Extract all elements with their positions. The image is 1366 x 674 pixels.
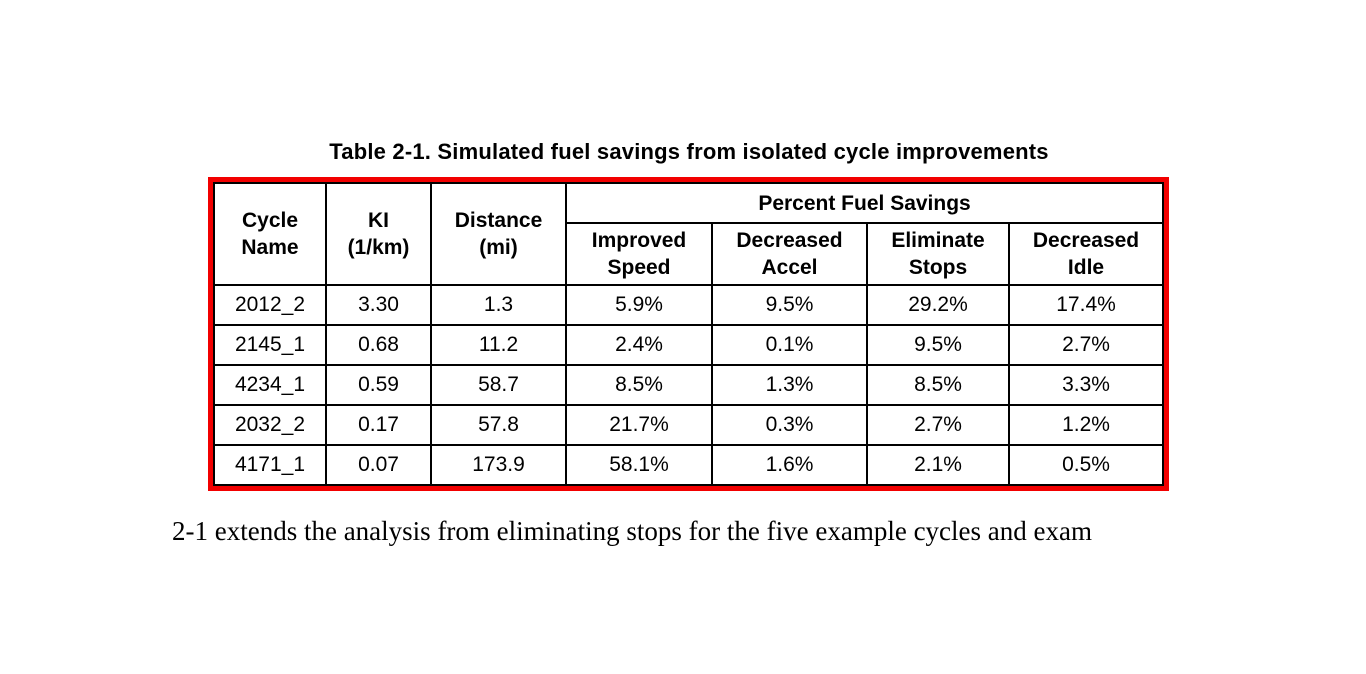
cell-eliminate-stops: 2.7% — [866, 404, 1010, 446]
header-eliminate-stops: Eliminate Stops — [866, 222, 1010, 286]
cell-distance: 173.9 — [430, 444, 567, 486]
cell-ki: 0.68 — [325, 324, 432, 366]
cell-cycle-name: 2145_1 — [213, 324, 327, 366]
table-caption: Table 2-1. Simulated fuel savings from i… — [329, 139, 1049, 164]
table-row-2145_1: 2145_1 0.68 11.2 2.4% 0.1% 9.5% 2.7% — [213, 324, 1165, 366]
body-paragraph-text: 2-1 extends the analysis from eliminatin… — [172, 516, 1092, 546]
cell-cycle-name: 2012_2 — [213, 284, 327, 326]
cell-cycle-name: 4171_1 — [213, 444, 327, 486]
cell-decreased-idle: 2.7% — [1007, 324, 1165, 366]
header-row-group: Cycle Name KI (1/km) Distance (mi) Perce… — [213, 182, 1165, 286]
cell-improved-speed: 2.4% — [565, 324, 713, 366]
cell-improved-speed: 21.7% — [565, 404, 713, 446]
cell-decreased-accel: 9.5% — [711, 284, 868, 326]
cell-decreased-idle: 17.4% — [1007, 284, 1165, 326]
cell-ki: 0.07 — [325, 444, 432, 486]
cell-decreased-idle: 0.5% — [1007, 444, 1165, 486]
table-row-4171_1: 4171_1 0.07 173.9 58.1% 1.6% 2.1% 0.5% — [213, 444, 1165, 486]
cell-ki: 3.30 — [325, 284, 432, 326]
header-percent-fuel-savings: Percent Fuel Savings — [564, 182, 1165, 224]
cell-decreased-accel: 0.3% — [711, 404, 868, 446]
fuel-savings-table: Cycle Name KI (1/km) Distance (mi) Perce… — [213, 182, 1165, 486]
table-row-2012_2: 2012_2 3.30 1.3 5.9% 9.5% 29.2% 17.4% — [213, 284, 1165, 326]
header-decreased-idle: Decreased Idle — [1007, 222, 1165, 286]
cell-decreased-idle: 3.3% — [1007, 364, 1165, 406]
table-highlight-frame: Cycle Name KI (1/km) Distance (mi) Perce… — [208, 177, 1170, 491]
cell-distance: 11.2 — [430, 324, 567, 366]
cell-decreased-idle: 1.2% — [1007, 404, 1165, 446]
cell-decreased-accel: 0.1% — [711, 324, 868, 366]
table-row-2032_2: 2032_2 0.17 57.8 21.7% 0.3% 2.7% 1.2% — [213, 404, 1165, 446]
header-ki: KI (1/km) — [325, 182, 432, 286]
header-cycle-name: Cycle Name — [213, 182, 327, 286]
cell-distance: 57.8 — [430, 404, 567, 446]
cell-distance: 1.3 — [430, 284, 567, 326]
cell-ki: 0.17 — [325, 404, 432, 446]
cell-eliminate-stops: 8.5% — [866, 364, 1010, 406]
cell-decreased-accel: 1.3% — [711, 364, 868, 406]
cell-eliminate-stops: 29.2% — [866, 284, 1010, 326]
cell-cycle-name: 4234_1 — [213, 364, 327, 406]
header-row-subcolumns: Improved Speed Decreased Accel Eliminate… — [214, 222, 1165, 286]
header-decreased-accel: Decreased Accel — [711, 222, 868, 286]
cell-ki: 0.59 — [325, 364, 432, 406]
cell-improved-speed: 58.1% — [565, 444, 713, 486]
cell-eliminate-stops: 2.1% — [866, 444, 1010, 486]
cell-cycle-name: 2032_2 — [213, 404, 327, 446]
cell-eliminate-stops: 9.5% — [866, 324, 1010, 366]
cell-distance: 58.7 — [430, 364, 567, 406]
cell-improved-speed: 5.9% — [565, 284, 713, 326]
table-row-4234_1: 4234_1 0.59 58.7 8.5% 1.3% 8.5% 3.3% — [213, 364, 1165, 406]
header-distance: Distance (mi) — [430, 182, 567, 286]
cell-decreased-accel: 1.6% — [711, 444, 868, 486]
header-improved-speed: Improved Speed — [565, 222, 713, 286]
cell-improved-speed: 8.5% — [565, 364, 713, 406]
